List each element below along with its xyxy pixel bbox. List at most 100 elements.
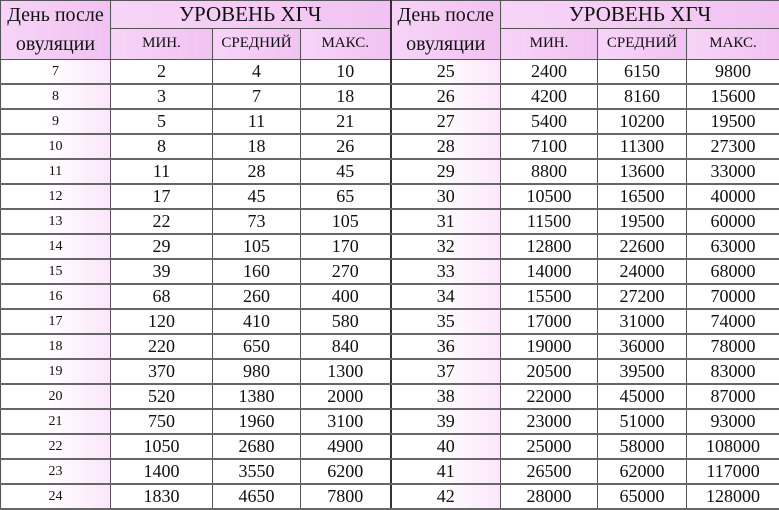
min-cell: 1400 (111, 459, 213, 484)
avg-cell: 45 (213, 184, 301, 209)
max-cell: 400 (301, 284, 391, 309)
avg-cell: 27200 (598, 284, 687, 309)
avg-cell: 24000 (598, 259, 687, 284)
min-cell: 2 (111, 60, 213, 85)
min-cell: 20500 (501, 359, 598, 384)
min-cell: 7100 (501, 134, 598, 159)
max-cell: 9800 (687, 60, 779, 85)
avg-cell: 18 (213, 134, 301, 159)
avg-cell: 10200 (598, 109, 687, 134)
day-cell: 35 (391, 309, 501, 334)
min-cell: 2400 (501, 60, 598, 85)
max-cell: 6200 (301, 459, 391, 484)
day-cell: 23 (1, 459, 111, 484)
min-cell: 19000 (501, 334, 598, 359)
min-cell: 17000 (501, 309, 598, 334)
min-cell: 15500 (501, 284, 598, 309)
min-cell: 11500 (501, 209, 598, 234)
avg-cell: 65000 (598, 484, 687, 509)
avg-cell: 28 (213, 159, 301, 184)
day-cell: 38 (391, 384, 501, 409)
day-cell: 9 (1, 109, 111, 134)
avg-cell: 410 (213, 309, 301, 334)
max-cell: 83000 (687, 359, 779, 384)
avg-cell: 22600 (598, 234, 687, 259)
day-cell: 42 (391, 484, 501, 509)
min-cell: 23000 (501, 409, 598, 434)
max-cell: 68000 (687, 259, 779, 284)
max-cell: 18 (301, 84, 391, 109)
max-header: МАКС. (687, 28, 779, 59)
min-cell: 8 (111, 134, 213, 159)
avg-cell: 160 (213, 259, 301, 284)
day-cell: 24 (1, 484, 111, 509)
avg-cell: 73 (213, 209, 301, 234)
max-cell: 2000 (301, 384, 391, 409)
day-cell: 18 (1, 334, 111, 359)
min-header: МИН. (501, 28, 598, 59)
max-cell: 10 (301, 60, 391, 85)
max-cell: 40000 (687, 184, 779, 209)
hcg-level-header-left: УРОВЕНЬ ХГЧ (111, 1, 391, 29)
avg-cell: 13600 (598, 159, 687, 184)
day-cell: 27 (391, 109, 501, 134)
day-cell: 19 (1, 359, 111, 384)
day-cell: 15 (1, 259, 111, 284)
min-cell: 28000 (501, 484, 598, 509)
min-cell: 14000 (501, 259, 598, 284)
max-cell: 105 (301, 209, 391, 234)
avg-cell: 2680 (213, 434, 301, 459)
min-cell: 370 (111, 359, 213, 384)
max-cell: 3100 (301, 409, 391, 434)
min-cell: 22 (111, 209, 213, 234)
day-cell: 17 (1, 309, 111, 334)
max-header: МАКС. (301, 28, 391, 59)
avg-cell: 11300 (598, 134, 687, 159)
hcg-level-header-right: УРОВЕНЬ ХГЧ (501, 1, 779, 29)
day-cell: 32 (391, 234, 501, 259)
min-cell: 26500 (501, 459, 598, 484)
day-cell: 37 (391, 359, 501, 384)
day-cell: 8 (1, 84, 111, 109)
day-cell: 31 (391, 209, 501, 234)
day-cell: 41 (391, 459, 501, 484)
avg-cell: 4 (213, 60, 301, 85)
day-cell: 39 (391, 409, 501, 434)
min-cell: 520 (111, 384, 213, 409)
min-header: МИН. (111, 28, 213, 59)
min-cell: 3 (111, 84, 213, 109)
max-cell: 63000 (687, 234, 779, 259)
max-cell: 15600 (687, 84, 779, 109)
max-cell: 60000 (687, 209, 779, 234)
avg-cell: 58000 (598, 434, 687, 459)
day-cell: 21 (1, 409, 111, 434)
day-cell: 11 (1, 159, 111, 184)
day-cell: 30 (391, 184, 501, 209)
avg-cell: 36000 (598, 334, 687, 359)
day-cell: 40 (391, 434, 501, 459)
max-cell: 26 (301, 134, 391, 159)
min-cell: 5400 (501, 109, 598, 134)
max-cell: 45 (301, 159, 391, 184)
day-cell: 25 (391, 60, 501, 85)
day-cell: 14 (1, 234, 111, 259)
avg-cell: 11 (213, 109, 301, 134)
day-cell: 20 (1, 384, 111, 409)
min-cell: 39 (111, 259, 213, 284)
max-cell: 128000 (687, 484, 779, 509)
min-cell: 17 (111, 184, 213, 209)
day-cell: 26 (391, 84, 501, 109)
max-cell: 108000 (687, 434, 779, 459)
